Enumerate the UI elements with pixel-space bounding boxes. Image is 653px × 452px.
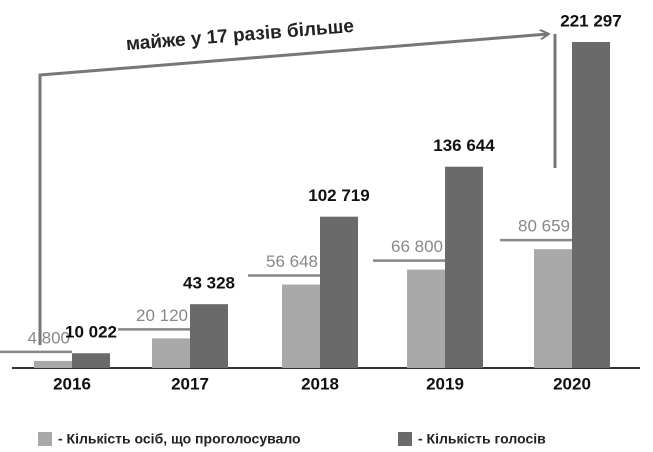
value-label: 43 328 <box>183 274 235 293</box>
value-label: 221 297 <box>560 11 621 30</box>
x-tick-label: 2020 <box>553 374 591 393</box>
value-label: 10 022 <box>65 323 117 342</box>
bar <box>72 353 110 368</box>
legend-label: - Кількість голосів <box>418 431 546 447</box>
bar <box>282 284 320 368</box>
legend-swatch <box>38 432 52 446</box>
x-tick-label: 2017 <box>171 374 209 393</box>
value-label: 66 800 <box>391 237 443 256</box>
x-tick-label: 2018 <box>301 374 339 393</box>
bar <box>534 249 572 368</box>
value-label: 56 648 <box>266 252 318 271</box>
bar <box>445 166 483 368</box>
value-label: 102 719 <box>308 186 369 205</box>
bar <box>190 304 228 368</box>
growth-arrow <box>38 34 548 345</box>
x-tick-label: 2016 <box>53 374 91 393</box>
annotation: майже у 17 разів більше <box>125 16 355 55</box>
legend-swatch <box>398 432 412 446</box>
legend-label: - Кількість осіб, що проголосувало <box>58 431 301 447</box>
bar <box>34 360 72 368</box>
value-label: 80 659 <box>518 217 570 236</box>
value-label: 4 800 <box>27 328 70 347</box>
bar <box>407 269 445 368</box>
value-label: 20 120 <box>136 306 188 325</box>
bar <box>152 338 190 368</box>
bar <box>320 216 358 368</box>
value-label: 136 644 <box>433 136 495 155</box>
bar <box>572 42 610 368</box>
x-tick-label: 2019 <box>426 374 464 393</box>
